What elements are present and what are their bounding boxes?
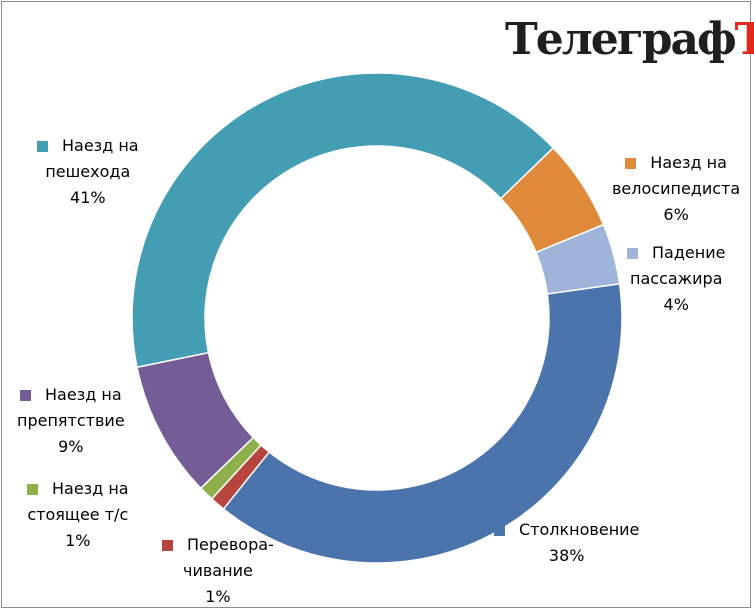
slice-percent-label: 1% [205,587,231,606]
slice-label-5: Наезд на препятствие 9% [17,382,125,460]
slice-label-text: чивание [183,561,253,580]
slice-label-4: Наезд на стоящее т/с 1% [27,476,129,554]
donut-slice-2 [222,283,623,564]
legend-swatch-icon [627,247,638,259]
slice-label-row: Наезд на [37,133,139,159]
legend-swatch-icon [20,389,32,401]
slice-label-0: Наезд на велосипедиста 6% [612,150,740,228]
slice-percent-label: 9% [58,437,84,456]
slice-label-text: Наезд на [62,136,139,155]
slice-label-text: Перевора- [187,535,274,554]
slice-percent-label: 1% [65,531,91,550]
slice-label-row: Падение [627,240,725,266]
slice-percent-label: 4% [663,295,689,314]
slice-label-3: Перевора-чивание 1% [162,532,274,610]
slice-label-2: Столкновение 38% [494,517,639,569]
slice-label-6: Наезд на пешехода 41% [37,133,139,211]
slice-percent-label: 6% [663,205,689,224]
donut-slice-6 [131,72,555,369]
slice-label-row: Наезд на [17,382,125,408]
slice-label-row: Наезд на [612,150,740,176]
slice-label-row: Столкновение [494,517,639,543]
slice-label-text: Столкновение [519,520,640,539]
slice-label-1: Падение пассажира 4% [627,240,725,318]
legend-swatch-icon [625,157,637,169]
slice-label-text: пешехода [45,162,131,181]
slice-label-row: Наезд на [27,476,129,502]
legend-swatch-icon [27,483,38,495]
logo-text: Телеграф [505,14,737,65]
slice-percent-label: 38% [548,546,585,565]
slice-label-text: Наезд на [52,479,129,498]
slice-label-text: Наезд на [650,153,727,172]
slice-percent-label: 41% [70,188,106,207]
slice-label-text: Падение [652,243,726,262]
slice-label-text: стоящее т/с [27,505,129,524]
legend-swatch-icon [37,140,48,152]
logo-accent-letter: Ъ [735,14,754,65]
slice-label-text: Наезд на [45,385,122,404]
telegraf-logo: ТелеграфЪ [505,18,754,62]
legend-swatch-icon [494,524,505,536]
legend-swatch-icon [162,539,173,551]
slice-label-text: препятствие [17,411,125,430]
slice-label-text: велосипедиста [612,179,741,198]
slice-label-text: пассажира [630,269,723,288]
slice-label-row: Перевора- [162,532,274,558]
